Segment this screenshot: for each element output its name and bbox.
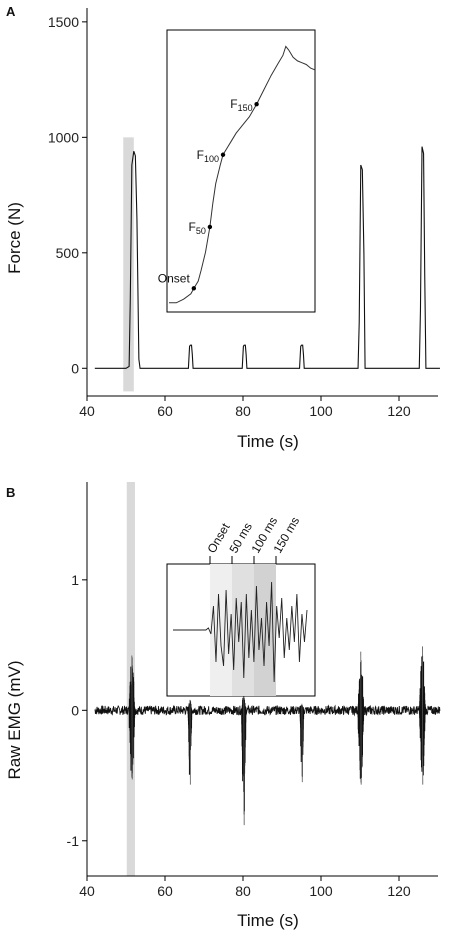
- panel-b-axes: -1 0 1 40 60 80 100 120: [67, 482, 438, 899]
- inset-point: [207, 224, 213, 230]
- panel-a: A 0 500 1000 1500 40 60 80 100 120 OnsetF50F100F…: [5, 4, 440, 451]
- panel-b-emg-series: [94, 646, 441, 826]
- panel-a-highlight-band: [123, 137, 134, 392]
- y-tick-label: 0: [71, 360, 79, 376]
- panel-b-x-axis-label: Time (s): [237, 911, 299, 930]
- y-tick-label: 1: [71, 572, 79, 588]
- inset-window-band: [210, 564, 232, 696]
- panel-a-x-axis-label: Time (s): [237, 432, 299, 451]
- x-tick-label: 60: [157, 403, 173, 419]
- x-tick-label: 80: [235, 403, 251, 419]
- highlight-band-rect: [123, 137, 134, 392]
- panel-a-letter: A: [6, 4, 16, 19]
- x-tick-label: 40: [79, 403, 95, 419]
- x-tick-label: 100: [309, 403, 333, 419]
- force-line: [94, 146, 440, 369]
- y-tick-label: 1000: [48, 129, 79, 145]
- panel-a-y-axis-label: Force (N): [5, 202, 24, 274]
- y-tick-label: 0: [71, 702, 79, 718]
- inset-frame: [166, 29, 316, 313]
- inset-point-subscript: 150: [238, 103, 253, 113]
- inset-point-label: Onset: [158, 271, 191, 285]
- inset-force-line: [169, 45, 316, 304]
- inset-emg-trace: [173, 581, 308, 683]
- y-tick-label: -1: [67, 833, 80, 849]
- inset-point: [191, 286, 197, 291]
- x-tick-label: 40: [79, 883, 95, 899]
- x-tick-label: 60: [157, 883, 173, 899]
- inset-point: [220, 152, 226, 157]
- x-tick-label: 120: [387, 883, 411, 899]
- panel-a-axes: 0 500 1000 1500 40 60 80 100 120: [48, 8, 438, 419]
- emg-baseline: [94, 704, 441, 717]
- panel-a-force-series: [94, 146, 440, 369]
- inset-point-subscript: 100: [204, 154, 219, 164]
- x-tick-label: 120: [387, 403, 411, 419]
- x-tick-label: 80: [235, 883, 251, 899]
- panel-b-letter: B: [6, 485, 15, 500]
- inset-window-band: [232, 564, 254, 696]
- x-tick-label: 100: [309, 883, 333, 899]
- y-tick-label: 500: [56, 245, 80, 261]
- inset-point-subscript: 50: [196, 226, 206, 236]
- inset-point: [254, 102, 259, 107]
- y-tick-label: 1500: [48, 14, 79, 30]
- panel-b-y-axis-label: Raw EMG (mV): [5, 661, 24, 780]
